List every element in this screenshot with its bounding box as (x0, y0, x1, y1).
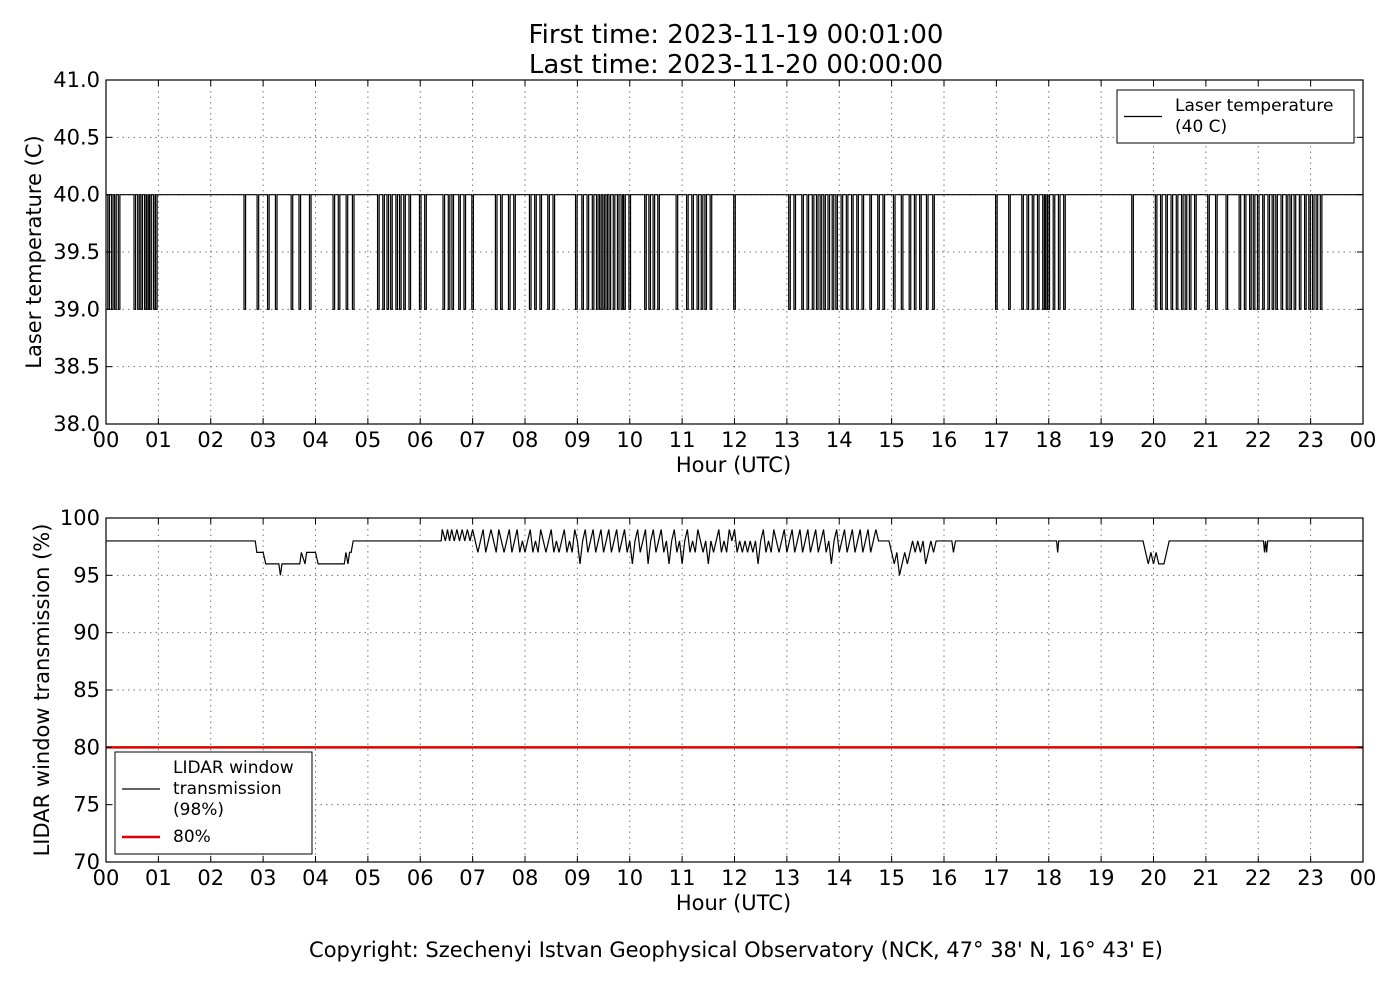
x-tick-label: 07 (459, 866, 486, 890)
y-tick-label: 38.0 (53, 412, 100, 436)
x-tick-label: 15 (878, 866, 905, 890)
x-tick-label: 09 (564, 866, 591, 890)
x-tick-label: 19 (1088, 428, 1115, 452)
y-tick-label: 100 (60, 506, 100, 530)
x-tick-label: 18 (1035, 866, 1062, 890)
x-tick-label: 02 (197, 866, 224, 890)
x-tick-label: 18 (1035, 428, 1062, 452)
x-tick-label: 03 (250, 866, 277, 890)
x-tick-label: 00 (93, 428, 120, 452)
x-tick-label: 12 (721, 428, 748, 452)
x-tick-label: 00 (1350, 428, 1377, 452)
x-tick-label: 11 (669, 866, 696, 890)
x-tick-label: 11 (669, 428, 696, 452)
series-line (106, 194, 1363, 310)
x-tick-label: 02 (197, 428, 224, 452)
x-tick-label: 09 (564, 428, 591, 452)
x-tick-label: 19 (1088, 866, 1115, 890)
y-tick-label: 70 (73, 850, 100, 874)
x-axis-label: Hour (UTC) (676, 891, 791, 915)
legend-label: 80% (173, 827, 211, 847)
x-tick-label: 22 (1245, 428, 1272, 452)
x-tick-label: 14 (826, 428, 853, 452)
x-tick-label: 16 (931, 866, 958, 890)
x-tick-label: 13 (774, 866, 801, 890)
y-tick-label: 85 (73, 678, 100, 702)
legend-label: LIDAR window transmission (98%) (173, 758, 294, 820)
legend: Laser temperature (40 C) (1116, 89, 1355, 144)
x-tick-label: 04 (302, 866, 329, 890)
x-tick-label: 06 (407, 866, 434, 890)
x-tick-label: 23 (1297, 866, 1324, 890)
x-tick-label: 12 (721, 866, 748, 890)
x-tick-label: 22 (1245, 866, 1272, 890)
x-tick-label: 00 (93, 866, 120, 890)
x-tick-label: 04 (302, 428, 329, 452)
x-tick-label: 20 (1140, 428, 1167, 452)
x-tick-label: 17 (983, 428, 1010, 452)
y-tick-label: 40.0 (53, 183, 100, 207)
y-tick-label: 80 (73, 735, 100, 759)
title-line-1: First time: 2023-11-19 00:01:00 (529, 20, 944, 50)
grid-lines (106, 518, 1363, 862)
y-tick-label: 41.0 (53, 68, 100, 92)
x-tick-label: 08 (512, 428, 539, 452)
legend-entry: LIDAR window transmission (98%) (122, 758, 294, 820)
x-tick-label: 05 (355, 866, 382, 890)
y-axis-label: LIDAR window transmission (%) (30, 524, 54, 857)
x-tick-label: 08 (512, 866, 539, 890)
x-tick-label: 17 (983, 866, 1010, 890)
y-axis-label: Laser temperature (C) (22, 135, 46, 368)
x-tick-label: 14 (826, 866, 853, 890)
x-tick-label: 10 (616, 428, 643, 452)
x-tick-label: 01 (145, 428, 172, 452)
title-line-2: Last time: 2023-11-20 00:00:00 (529, 50, 943, 80)
x-tick-label: 13 (774, 428, 801, 452)
y-tick-label: 90 (73, 621, 100, 645)
legend: LIDAR window transmission (98%) 80% (114, 751, 313, 855)
legend-entry: Laser temperature (40 C) (1124, 96, 1333, 137)
x-axis-label: Hour (UTC) (676, 453, 791, 477)
y-tick-label: 39.0 (53, 297, 100, 321)
x-tick-label: 05 (355, 428, 382, 452)
x-tick-label: 03 (250, 428, 277, 452)
y-tick-label: 38.5 (53, 355, 100, 379)
x-tick-label: 16 (931, 428, 958, 452)
y-tick-label: 75 (73, 793, 100, 817)
x-tick-label: 06 (407, 428, 434, 452)
x-tick-label: 15 (878, 428, 905, 452)
x-tick-label: 21 (1193, 428, 1220, 452)
y-tick-label: 95 (73, 563, 100, 587)
laser-temperature-chart: 00 01 02 03 04 05 06 07 08 09 10 11 12 13 14 15 16 17 18 19… (22, 68, 1376, 477)
series-line (106, 529, 1363, 576)
x-tick-label: 01 (145, 866, 172, 890)
y-tick-label: 39.5 (53, 240, 100, 264)
x-tick-label: 21 (1193, 866, 1220, 890)
x-tick-label: 00 (1350, 866, 1377, 890)
legend-box (1116, 89, 1355, 144)
window-transmission-chart: 00 01 02 03 04 05 06 07 08 09 10 11 12 13 14 15 16 17 18 19… (30, 506, 1376, 915)
x-tick-label: 07 (459, 428, 486, 452)
legend-entry: 80% (122, 827, 211, 847)
x-tick-label: 10 (616, 866, 643, 890)
x-tick-label: 20 (1140, 866, 1167, 890)
x-tick-label: 23 (1297, 428, 1324, 452)
copyright-text: Copyright: Szechenyi Istvan Geophysical … (309, 938, 1163, 962)
y-tick-label: 40.5 (53, 125, 100, 149)
legend-label: Laser temperature (40 C) (1175, 96, 1333, 137)
